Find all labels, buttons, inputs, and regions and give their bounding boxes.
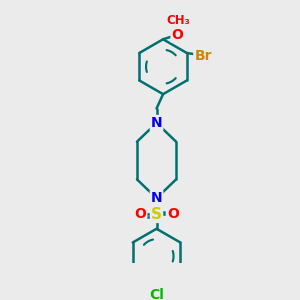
Text: O: O: [134, 207, 146, 221]
Text: CH₃: CH₃: [167, 14, 190, 28]
Text: S: S: [151, 207, 162, 222]
Text: Cl: Cl: [149, 288, 164, 300]
Text: Br: Br: [194, 49, 212, 63]
Text: N: N: [151, 191, 162, 205]
Text: O: O: [172, 28, 183, 42]
Text: O: O: [167, 207, 179, 221]
Text: N: N: [151, 116, 162, 130]
